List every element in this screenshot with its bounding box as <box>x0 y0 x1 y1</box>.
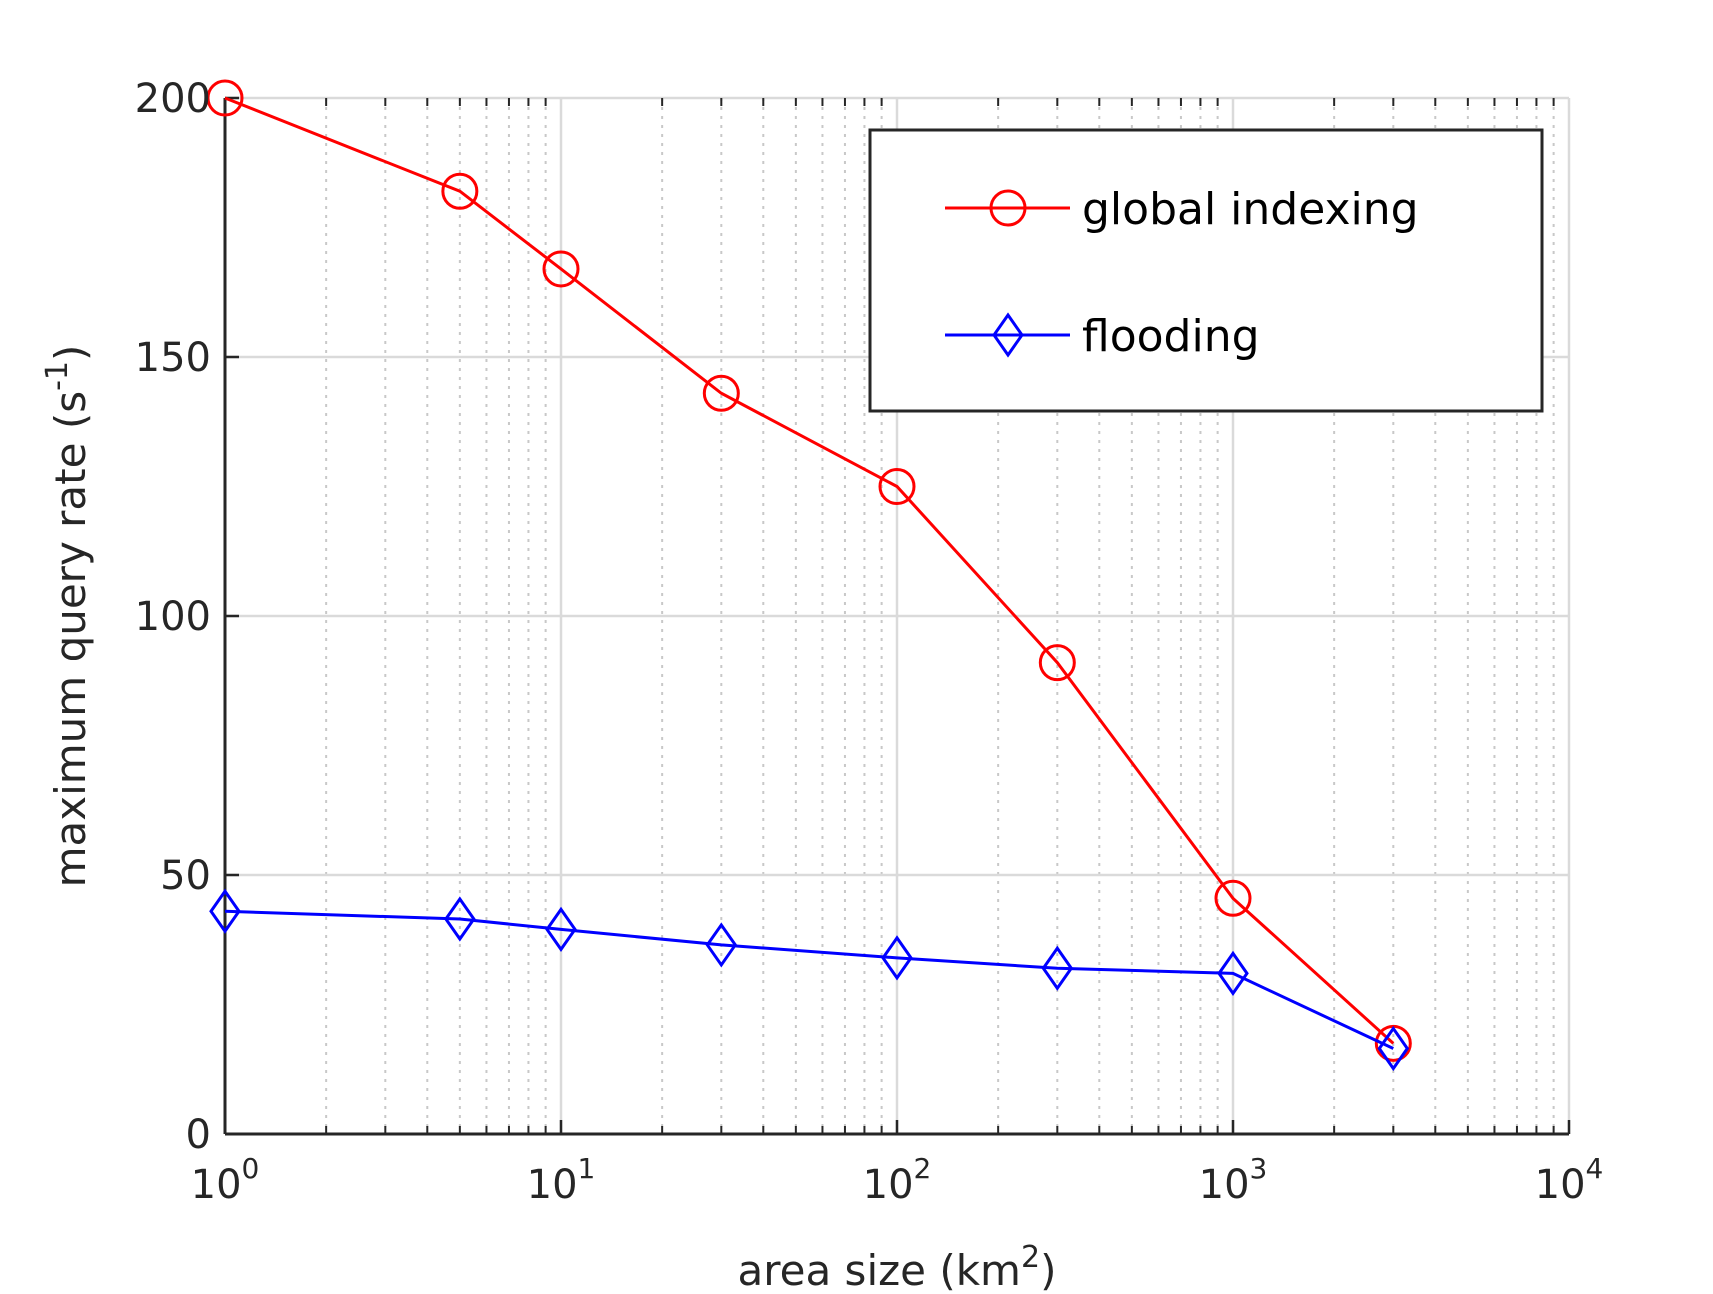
legend: global indexing flooding <box>868 128 1544 413</box>
y-tick-label: 200 <box>135 76 211 122</box>
x-tick-label-base: 10 <box>1535 1162 1586 1208</box>
legend-marker-global-indexing <box>989 189 1027 227</box>
legend-label-global-indexing: global indexing <box>1082 184 1419 235</box>
y-axis-label-base: maximum query rate (s <box>46 391 95 888</box>
data-point-global-indexing <box>1214 879 1252 917</box>
legend-box <box>868 128 1544 413</box>
legend-label-flooding: flooding <box>1082 311 1260 362</box>
data-point-global-indexing <box>702 374 740 412</box>
x-tick-label-exp: 1 <box>578 1152 596 1185</box>
x-tick-label-exp: 3 <box>1250 1152 1268 1185</box>
data-point-flooding <box>1217 950 1249 997</box>
x-axis-label-end: ) <box>1040 1246 1056 1294</box>
y-axis-label-sup: -1 <box>40 361 75 391</box>
series <box>206 79 1412 1072</box>
x-tick-label-exp: 0 <box>242 1152 260 1185</box>
data-point-flooding <box>545 906 577 953</box>
data-point-global-indexing <box>441 172 479 210</box>
x-tick-label: 100 <box>191 1152 260 1208</box>
x-tick-label-base: 10 <box>1199 1162 1250 1208</box>
y-tick-label: 50 <box>160 853 211 899</box>
data-point-flooding <box>209 888 241 934</box>
y-axis-label-end: ) <box>46 345 95 361</box>
y-axis-label: maximum query rate (s-1) <box>40 345 95 888</box>
legend-marker-flooding <box>992 312 1024 358</box>
data-point-global-indexing <box>542 250 580 288</box>
x-tick-label: 104 <box>1535 1152 1604 1208</box>
y-tick-label: 150 <box>135 335 211 381</box>
data-point-flooding <box>881 935 913 981</box>
axes <box>223 96 1571 1136</box>
data-point-global-indexing <box>878 468 916 505</box>
data-point-global-indexing <box>206 79 244 117</box>
x-tick-label-exp: 2 <box>914 1152 932 1185</box>
x-tick-label: 103 <box>1199 1152 1268 1208</box>
y-tick-label: 0 <box>186 1112 211 1158</box>
data-point-flooding <box>705 922 738 968</box>
x-tick-label-exp: 4 <box>1586 1152 1604 1185</box>
x-tick-label: 102 <box>863 1152 932 1208</box>
data-point-flooding <box>444 896 476 942</box>
x-tick-label: 101 <box>527 1152 596 1208</box>
x-tick-label-base: 10 <box>863 1162 914 1208</box>
data-point-flooding <box>1377 1025 1410 1072</box>
x-axis-label: area size (km2) <box>738 1240 1057 1294</box>
y-tick-label: 100 <box>135 594 211 640</box>
x-tick-label-base: 10 <box>527 1162 578 1208</box>
series-line-global-indexing <box>224 96 1395 1045</box>
x-tick-label-base: 10 <box>191 1162 242 1208</box>
data-point-global-indexing <box>1038 644 1076 682</box>
x-axis-label-sup: 2 <box>1021 1240 1040 1275</box>
x-axis-label-base: area size (km <box>738 1246 1021 1294</box>
series-line-flooding <box>224 909 1394 1050</box>
data-point-flooding <box>1041 945 1074 991</box>
